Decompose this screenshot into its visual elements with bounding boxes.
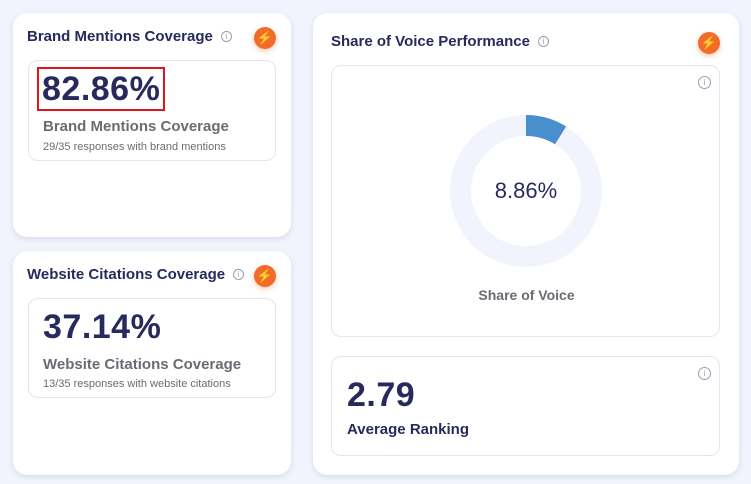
bolt-icon[interactable]: ⚡ [698, 32, 720, 54]
donut-segment [526, 115, 567, 145]
metric-detail: 13/35 responses with website citations [43, 378, 231, 390]
sov-label: Share of Voice [478, 287, 575, 303]
ranking-box: i 2.79 Average Ranking [331, 356, 720, 456]
info-icon[interactable]: i [220, 31, 232, 42]
website-coverage-value: 37.14% [43, 308, 162, 346]
metric-box: 37.14% Website Citations Coverage 13/35 … [28, 298, 276, 398]
info-icon[interactable]: i [537, 36, 549, 47]
bolt-icon[interactable]: ⚡ [254, 27, 276, 49]
brand-coverage-value: 82.86% [36, 67, 166, 111]
card-title: Website Citations Coverage i [27, 266, 245, 283]
website-citations-card: Website Citations Coverage i ⚡ 37.14% Web… [13, 251, 291, 475]
card-title: Brand Mentions Coverage i [27, 28, 232, 45]
info-icon[interactable]: i [233, 269, 245, 280]
bolt-icon[interactable]: ⚡ [254, 265, 276, 287]
metric-detail: 29/35 responses with brand mentions [43, 141, 226, 153]
share-of-voice-card: Share of Voice Performance i ⚡ i 8.86% Sh… [313, 13, 739, 475]
card-title: Share of Voice Performance i [331, 33, 549, 50]
sov-donut [450, 115, 602, 267]
sov-box: i 8.86% Share of Voice [331, 65, 720, 337]
metric-label: Brand Mentions Coverage [43, 118, 229, 135]
ranking-value: 2.79 [347, 376, 416, 414]
ranking-label: Average Ranking [347, 421, 469, 438]
metric-box: 82.86% Brand Mentions Coverage 29/35 res… [28, 60, 276, 161]
info-icon[interactable]: i [698, 367, 711, 380]
brand-mentions-card: Brand Mentions Coverage i ⚡ 82.86% Brand … [13, 13, 291, 237]
metric-label: Website Citations Coverage [43, 356, 242, 373]
info-icon[interactable]: i [698, 76, 711, 89]
sov-value: 8.86% [494, 178, 558, 203]
